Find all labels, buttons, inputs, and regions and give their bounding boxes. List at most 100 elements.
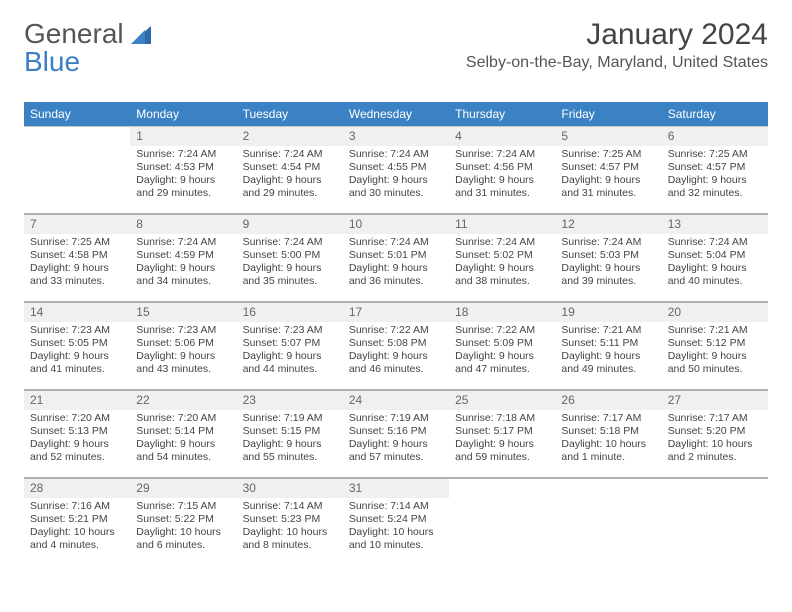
day-cell: 6Sunrise: 7:25 AMSunset: 4:57 PMDaylight… (662, 127, 768, 213)
sunrise-text: Sunrise: 7:17 AM (668, 412, 762, 425)
day-info: Sunrise: 7:24 AMSunset: 5:01 PMDaylight:… (349, 236, 443, 289)
sunrise-text: Sunrise: 7:24 AM (349, 236, 443, 249)
day-cell: 28Sunrise: 7:16 AMSunset: 5:21 PMDayligh… (24, 479, 130, 565)
day-info: Sunrise: 7:24 AMSunset: 4:59 PMDaylight:… (136, 236, 230, 289)
day-cell: 1Sunrise: 7:24 AMSunset: 4:53 PMDaylight… (130, 127, 236, 213)
day-info: Sunrise: 7:14 AMSunset: 5:24 PMDaylight:… (349, 500, 443, 553)
week-row: 14Sunrise: 7:23 AMSunset: 5:05 PMDayligh… (24, 301, 768, 389)
daylight-text: Daylight: 9 hours and 49 minutes. (561, 350, 655, 376)
day-info: Sunrise: 7:20 AMSunset: 5:13 PMDaylight:… (30, 412, 124, 465)
sunrise-text: Sunrise: 7:16 AM (30, 500, 124, 513)
sunrise-text: Sunrise: 7:18 AM (455, 412, 549, 425)
month-title: January 2024 (466, 18, 768, 52)
day-cell: 18Sunrise: 7:22 AMSunset: 5:09 PMDayligh… (449, 303, 555, 389)
day-number: 14 (24, 303, 130, 322)
daylight-text: Daylight: 9 hours and 59 minutes. (455, 438, 549, 464)
sunset-text: Sunset: 5:01 PM (349, 249, 443, 262)
sunset-text: Sunset: 5:16 PM (349, 425, 443, 438)
day-info: Sunrise: 7:17 AMSunset: 5:20 PMDaylight:… (668, 412, 762, 465)
day-info: Sunrise: 7:22 AMSunset: 5:08 PMDaylight:… (349, 324, 443, 377)
day-cell (24, 127, 130, 213)
sunset-text: Sunset: 5:23 PM (243, 513, 337, 526)
day-info: Sunrise: 7:16 AMSunset: 5:21 PMDaylight:… (30, 500, 124, 553)
sunset-text: Sunset: 4:56 PM (455, 161, 549, 174)
sunset-text: Sunset: 5:12 PM (668, 337, 762, 350)
day-info: Sunrise: 7:25 AMSunset: 4:57 PMDaylight:… (668, 148, 762, 201)
day-cell: 31Sunrise: 7:14 AMSunset: 5:24 PMDayligh… (343, 479, 449, 565)
day-cell: 2Sunrise: 7:24 AMSunset: 4:54 PMDaylight… (237, 127, 343, 213)
sunrise-text: Sunrise: 7:19 AM (349, 412, 443, 425)
day-info: Sunrise: 7:22 AMSunset: 5:09 PMDaylight:… (455, 324, 549, 377)
week-row: 7 Sunrise: 7:25 AMSunset: 4:58 PMDaylight… (24, 213, 768, 301)
sunrise-text: Sunrise: 7:24 AM (243, 148, 337, 161)
day-cell: 20 Sunrise: 7:21 AMSunset: 5:12 PMDayligh… (662, 303, 768, 389)
sunrise-text: Sunrise: 7:14 AM (349, 500, 443, 513)
week-row: 28Sunrise: 7:16 AMSunset: 5:21 PMDayligh… (24, 477, 768, 565)
day-info: Sunrise: 7:15 AMSunset: 5:22 PMDaylight:… (136, 500, 230, 553)
day-number: 15 (130, 303, 236, 322)
day-cell: 3 Sunrise: 7:24 AMSunset: 4:55 PMDaylight… (343, 127, 449, 213)
daylight-text: Daylight: 9 hours and 57 minutes. (349, 438, 443, 464)
day-info: Sunrise: 7:24 AMSunset: 4:54 PMDaylight:… (243, 148, 337, 201)
day-number: 7 (24, 215, 130, 234)
day-number: 10 (343, 215, 449, 234)
day-cell: 27Sunrise: 7:17 AMSunset: 5:20 PMDayligh… (662, 391, 768, 477)
day-number: 22 (130, 391, 236, 410)
sunset-text: Sunset: 5:14 PM (136, 425, 230, 438)
day-number: 19 (555, 303, 661, 322)
day-info: Sunrise: 7:24 AMSunset: 4:55 PMDaylight:… (349, 148, 443, 201)
day-cell: 4Sunrise: 7:24 AMSunset: 4:56 PMDaylight… (449, 127, 555, 213)
sunset-text: Sunset: 5:03 PM (561, 249, 655, 262)
daylight-text: Daylight: 9 hours and 52 minutes. (30, 438, 124, 464)
day-cell (662, 479, 768, 565)
day-number: 20 (662, 303, 768, 322)
day-info: Sunrise: 7:24 AMSunset: 5:03 PMDaylight:… (561, 236, 655, 289)
daylight-text: Daylight: 10 hours and 6 minutes. (136, 526, 230, 552)
day-number: 5 (555, 127, 661, 146)
day-info: Sunrise: 7:21 AMSunset: 5:11 PMDaylight:… (561, 324, 655, 377)
sunrise-text: Sunrise: 7:20 AM (30, 412, 124, 425)
daylight-text: Daylight: 10 hours and 4 minutes. (30, 526, 124, 552)
day-info: Sunrise: 7:23 AMSunset: 5:07 PMDaylight:… (243, 324, 337, 377)
day-cell: 9Sunrise: 7:24 AMSunset: 5:00 PMDaylight… (237, 215, 343, 301)
sunrise-text: Sunrise: 7:21 AM (561, 324, 655, 337)
dow-monday: Monday (130, 102, 236, 126)
day-info: Sunrise: 7:24 AMSunset: 4:53 PMDaylight:… (136, 148, 230, 201)
day-cell: 13Sunrise: 7:24 AMSunset: 5:04 PMDayligh… (662, 215, 768, 301)
sunrise-text: Sunrise: 7:15 AM (136, 500, 230, 513)
dow-header-row: Sunday Monday Tuesday Wednesday Thursday… (24, 102, 768, 126)
weeks-container: 1Sunrise: 7:24 AMSunset: 4:53 PMDaylight… (24, 126, 768, 565)
day-number: 3 (343, 127, 449, 146)
sunset-text: Sunset: 5:04 PM (668, 249, 762, 262)
day-number: 8 (130, 215, 236, 234)
title-block: January 2024 Selby-on-the-Bay, Maryland,… (466, 18, 768, 72)
sunrise-text: Sunrise: 7:24 AM (243, 236, 337, 249)
daylight-text: Daylight: 9 hours and 39 minutes. (561, 262, 655, 288)
sunrise-text: Sunrise: 7:17 AM (561, 412, 655, 425)
sunset-text: Sunset: 4:58 PM (30, 249, 124, 262)
sunset-text: Sunset: 4:55 PM (349, 161, 443, 174)
day-number: 13 (662, 215, 768, 234)
day-number: 29 (130, 479, 236, 498)
header: General January 2024 Selby-on-the-Bay, M… (24, 18, 768, 72)
day-info: Sunrise: 7:14 AMSunset: 5:23 PMDaylight:… (243, 500, 337, 553)
day-cell: 7 Sunrise: 7:25 AMSunset: 4:58 PMDaylight… (24, 215, 130, 301)
daylight-text: Daylight: 9 hours and 34 minutes. (136, 262, 230, 288)
day-info: Sunrise: 7:19 AMSunset: 5:16 PMDaylight:… (349, 412, 443, 465)
day-cell: 15Sunrise: 7:23 AMSunset: 5:06 PMDayligh… (130, 303, 236, 389)
day-cell: 17Sunrise: 7:22 AMSunset: 5:08 PMDayligh… (343, 303, 449, 389)
sunset-text: Sunset: 5:06 PM (136, 337, 230, 350)
sunrise-text: Sunrise: 7:21 AM (668, 324, 762, 337)
sunset-text: Sunset: 5:17 PM (455, 425, 549, 438)
daylight-text: Daylight: 9 hours and 50 minutes. (668, 350, 762, 376)
week-row: 1Sunrise: 7:24 AMSunset: 4:53 PMDaylight… (24, 126, 768, 213)
day-number: 25 (449, 391, 555, 410)
day-number: 30 (237, 479, 343, 498)
calendar: Sunday Monday Tuesday Wednesday Thursday… (24, 102, 768, 565)
day-cell: 23Sunrise: 7:19 AMSunset: 5:15 PMDayligh… (237, 391, 343, 477)
day-cell: 19 Sunrise: 7:21 AMSunset: 5:11 PMDayligh… (555, 303, 661, 389)
daylight-text: Daylight: 9 hours and 29 minutes. (136, 174, 230, 200)
day-number: 26 (555, 391, 661, 410)
day-info: Sunrise: 7:25 AMSunset: 4:57 PMDaylight:… (561, 148, 655, 201)
day-info: Sunrise: 7:25 AMSunset: 4:58 PMDaylight:… (30, 236, 124, 289)
